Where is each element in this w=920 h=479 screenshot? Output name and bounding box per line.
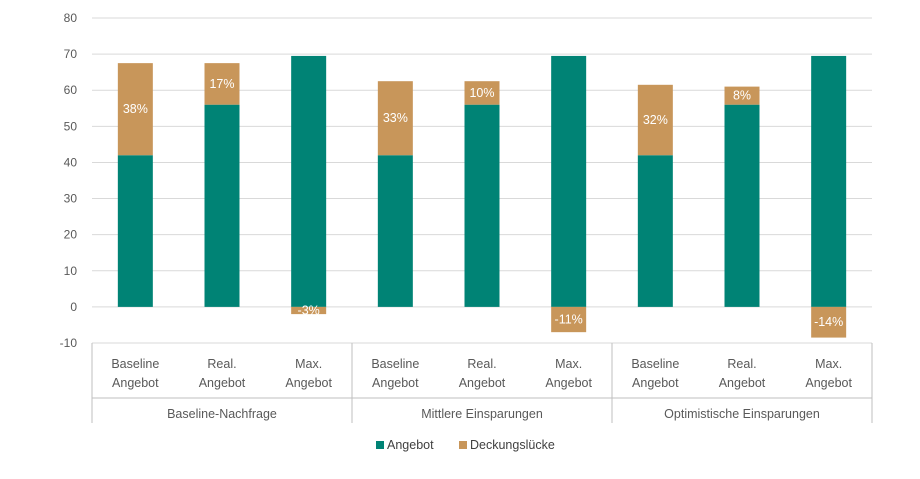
category-label-line2: Angebot xyxy=(459,376,506,390)
category-label-line1: Real. xyxy=(207,357,236,371)
y-tick-label: 0 xyxy=(70,300,77,314)
y-tick-label: 80 xyxy=(64,11,78,25)
bar-deckungsluecke xyxy=(464,81,500,105)
category-label-line1: Max. xyxy=(555,357,582,371)
data-label: -11% xyxy=(555,313,583,327)
y-axis-ticks: -10 0 10 20 30 40 50 60 70 80 xyxy=(60,11,78,350)
category-label-line2: Angebot xyxy=(632,376,679,390)
category-label-line1: Baseline xyxy=(111,357,159,371)
data-label: 38% xyxy=(123,102,148,116)
legend-item-angebot: Angebot xyxy=(387,438,434,452)
x-axis: Baseline Angebot Real. Angebot Max. Angebot Ba… xyxy=(91,343,873,423)
bar-deckungsluecke xyxy=(551,306,587,333)
group-label: Optimistische Einsparungen xyxy=(664,407,820,421)
bars xyxy=(117,55,847,338)
bar-angebot xyxy=(291,55,327,307)
category-label-line1: Real. xyxy=(467,357,496,371)
bar-angebot xyxy=(464,104,500,307)
group-label: Mittlere Einsparungen xyxy=(421,407,543,421)
bar-deckungsluecke xyxy=(637,84,673,156)
y-tick-label: 40 xyxy=(64,155,78,169)
legend-swatch xyxy=(376,441,384,449)
bar-deckungsluecke xyxy=(291,306,327,315)
data-label: -14% xyxy=(814,315,843,329)
category-label-line1: Max. xyxy=(295,357,322,371)
group-label: Baseline-Nachfrage xyxy=(167,407,277,421)
y-tick-label: 60 xyxy=(64,83,78,97)
bar-deckungsluecke xyxy=(811,306,847,338)
y-tick-label: 50 xyxy=(64,119,78,133)
y-tick-label: 10 xyxy=(64,264,78,278)
category-label-line1: Baseline xyxy=(371,357,419,371)
data-label: 33% xyxy=(383,111,408,125)
bar-deckungsluecke xyxy=(377,81,413,156)
category-label-line2: Angebot xyxy=(545,376,592,390)
data-labels: 38% 17% -3% 33% 10% -11% 32% 8% -14% xyxy=(123,77,843,329)
bar-deckungsluecke xyxy=(117,63,153,156)
y-tick-label: -10 xyxy=(60,336,78,350)
legend: Angebot Deckungslücke xyxy=(376,438,555,452)
y-tick-label: 30 xyxy=(64,192,78,206)
category-label-line1: Max. xyxy=(815,357,842,371)
bar-angebot xyxy=(811,55,847,307)
category-label-line2: Angebot xyxy=(719,376,766,390)
data-label: 8% xyxy=(733,89,751,103)
bar-angebot xyxy=(551,55,587,307)
data-label: 17% xyxy=(209,77,234,91)
category-label-line1: Real. xyxy=(727,357,756,371)
y-tick-label: 20 xyxy=(64,228,78,242)
category-label-line2: Angebot xyxy=(805,376,852,390)
bar-angebot xyxy=(637,155,673,307)
category-label-line2: Angebot xyxy=(285,376,332,390)
bar-angebot xyxy=(117,155,153,307)
bar-deckungsluecke xyxy=(204,63,240,105)
legend-item-deckungsluecke: Deckungslücke xyxy=(470,438,555,452)
bar-angebot xyxy=(377,155,413,307)
category-label-line2: Angebot xyxy=(372,376,419,390)
bar-angebot xyxy=(204,104,240,307)
category-label-line2: Angebot xyxy=(112,376,159,390)
data-label: 10% xyxy=(469,86,494,100)
data-label: 32% xyxy=(643,113,668,127)
bar-angebot xyxy=(724,104,760,307)
data-label: -3% xyxy=(298,304,320,318)
legend-swatch xyxy=(459,441,467,449)
y-tick-label: 70 xyxy=(64,47,78,61)
category-label-line1: Baseline xyxy=(631,357,679,371)
category-label-line2: Angebot xyxy=(199,376,246,390)
bar-deckungsluecke xyxy=(724,86,760,105)
